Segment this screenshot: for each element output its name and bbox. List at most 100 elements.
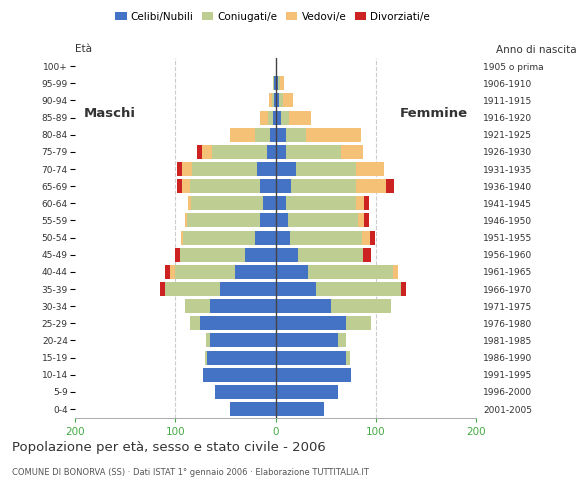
Bar (276, 179, 291, 193)
Bar (298, 248, 362, 262)
Bar (175, 248, 180, 262)
Bar (386, 179, 394, 193)
Text: Maschi: Maschi (84, 108, 135, 120)
Bar (401, 282, 405, 296)
Bar (276, 110, 281, 125)
Bar (206, 334, 211, 348)
Bar (204, 368, 276, 382)
Bar (361, 230, 369, 245)
Bar (245, 248, 276, 262)
Bar (161, 282, 165, 296)
Bar (282, 94, 292, 108)
Text: Età: Età (75, 44, 92, 54)
Bar (316, 282, 401, 296)
Bar (165, 265, 171, 279)
Bar (357, 214, 364, 228)
Bar (369, 230, 375, 245)
Bar (276, 76, 277, 90)
Bar (276, 265, 307, 279)
Bar (186, 299, 211, 313)
Bar (364, 196, 368, 210)
Bar (306, 128, 361, 142)
Bar (276, 94, 278, 108)
Bar (255, 230, 276, 245)
Bar (307, 265, 393, 279)
Bar (176, 265, 235, 279)
Bar (291, 179, 356, 193)
Bar (276, 385, 338, 399)
Bar (288, 110, 310, 125)
Bar (212, 145, 267, 159)
Legend: Celibi/Nubili, Coniugati/e, Vedovi/e, Divorziati/e: Celibi/Nubili, Coniugati/e, Vedovi/e, Di… (111, 8, 434, 26)
Bar (177, 162, 183, 176)
Bar (276, 248, 298, 262)
Text: Popolazione per età, sesso e stato civile - 2006: Popolazione per età, sesso e stato civil… (12, 441, 325, 454)
Bar (269, 110, 274, 125)
Bar (273, 94, 274, 108)
Bar (276, 145, 285, 159)
Bar (183, 179, 190, 193)
Bar (180, 248, 245, 262)
Bar (183, 162, 193, 176)
Bar (278, 94, 282, 108)
Bar (276, 230, 289, 245)
Bar (276, 402, 324, 416)
Bar (276, 299, 331, 313)
Bar (295, 162, 356, 176)
Bar (276, 59, 277, 73)
Bar (289, 230, 361, 245)
Bar (356, 196, 364, 210)
Bar (193, 162, 258, 176)
Bar (338, 334, 346, 348)
Bar (276, 196, 285, 210)
Bar (288, 214, 357, 228)
Bar (393, 265, 397, 279)
Bar (276, 128, 285, 142)
Bar (216, 385, 276, 399)
Bar (211, 299, 276, 313)
Bar (280, 76, 284, 90)
Bar (190, 316, 201, 330)
Bar (165, 282, 220, 296)
Bar (276, 350, 346, 365)
Bar (263, 196, 276, 210)
Bar (188, 196, 191, 210)
Bar (211, 334, 276, 348)
Bar (274, 94, 276, 108)
Bar (281, 110, 288, 125)
Bar (364, 214, 368, 228)
Bar (277, 76, 280, 90)
Bar (276, 282, 316, 296)
Bar (276, 316, 346, 330)
Bar (258, 162, 275, 176)
Bar (177, 179, 183, 193)
Bar (267, 145, 275, 159)
Bar (255, 128, 270, 142)
Bar (331, 299, 390, 313)
Bar (356, 162, 383, 176)
Bar (230, 402, 276, 416)
Bar (171, 265, 175, 279)
Text: Anno di nascita: Anno di nascita (496, 45, 577, 55)
Bar (191, 196, 263, 210)
Bar (274, 76, 276, 90)
Bar (220, 282, 276, 296)
Bar (285, 128, 306, 142)
Bar (183, 230, 255, 245)
Bar (270, 94, 273, 108)
Bar (276, 368, 350, 382)
Bar (205, 350, 208, 365)
Bar (274, 110, 276, 125)
Bar (340, 145, 362, 159)
Bar (190, 179, 260, 193)
Bar (208, 350, 276, 365)
Bar (270, 128, 276, 142)
Bar (260, 179, 276, 193)
Bar (346, 350, 350, 365)
Bar (285, 196, 356, 210)
Bar (197, 145, 202, 159)
Bar (182, 230, 183, 245)
Bar (187, 214, 260, 228)
Bar (260, 110, 269, 125)
Bar (235, 265, 276, 279)
